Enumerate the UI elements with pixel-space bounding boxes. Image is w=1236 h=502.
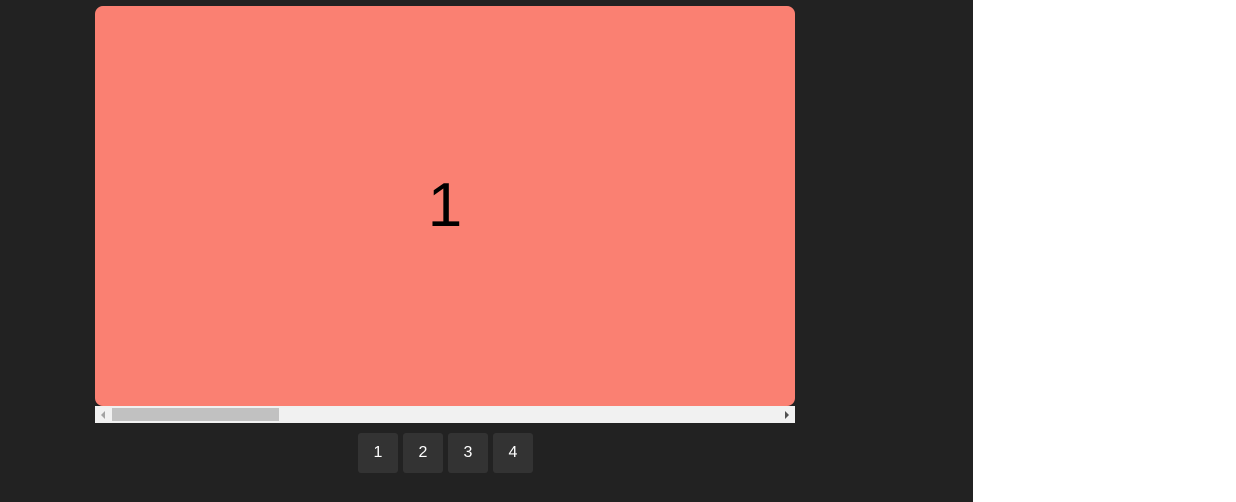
page-button-4[interactable]: 4 xyxy=(493,433,533,473)
slide-number: 1 xyxy=(427,171,463,240)
page-button-2[interactable]: 2 xyxy=(403,433,443,473)
carousel-stage: 1 1 2 3 4 xyxy=(0,0,973,502)
pagination: 1 2 3 4 xyxy=(358,433,533,473)
page-button-1[interactable]: 1 xyxy=(358,433,398,473)
page-button-3[interactable]: 3 xyxy=(448,433,488,473)
slide-1: 1 xyxy=(95,6,795,406)
slide-viewport[interactable]: 1 xyxy=(95,6,795,406)
scroll-thumb[interactable] xyxy=(112,408,279,421)
scroll-right-arrow-icon[interactable] xyxy=(779,406,795,423)
scroll-left-arrow-icon[interactable] xyxy=(95,406,111,423)
horizontal-scrollbar[interactable] xyxy=(95,406,795,423)
